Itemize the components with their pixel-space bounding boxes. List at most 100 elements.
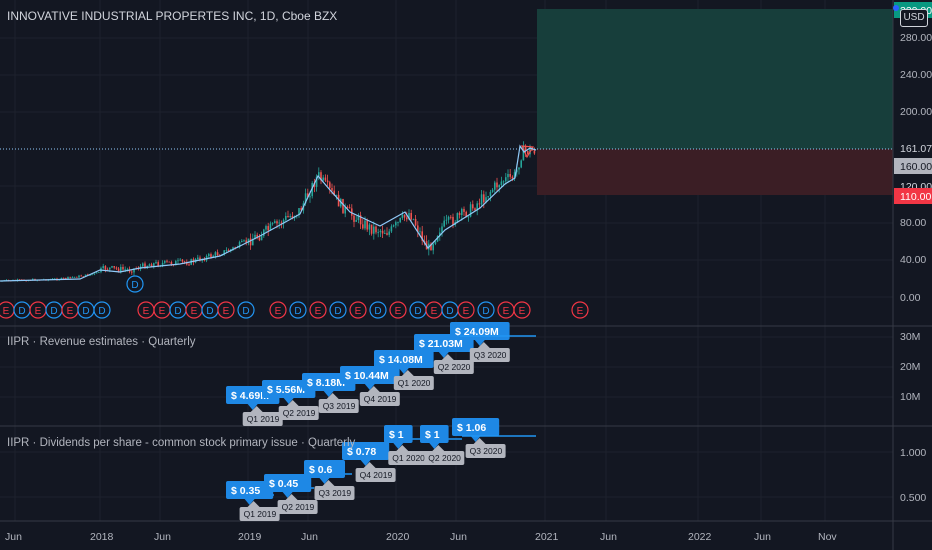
earnings-event-icon[interactable] (309, 301, 327, 319)
estimate-flag-pointer (398, 368, 409, 374)
candle-body (513, 172, 516, 179)
earnings-event-icon[interactable] (457, 301, 475, 319)
candle-body (450, 216, 452, 218)
candle-body (93, 273, 96, 275)
candle-body (366, 220, 368, 230)
candlestick-series (1, 141, 536, 282)
quarter-tag-pointer (322, 480, 335, 486)
candle-body (348, 207, 351, 209)
quarter-tag-pointer (286, 400, 299, 406)
estimate-value: $ 21.03M (419, 338, 463, 350)
estimate-flag[interactable] (452, 418, 500, 436)
candle-body (441, 226, 443, 233)
candle-body (419, 231, 421, 233)
quarter-tag-pointer (473, 438, 486, 444)
quarter-label: Q1 2019 (247, 414, 280, 424)
earnings-event-icon[interactable] (269, 301, 287, 319)
candle-body (443, 220, 445, 227)
candle-body (153, 263, 155, 267)
event-letter: D (242, 306, 249, 317)
estimate-flag-pointer (429, 443, 440, 449)
candle-body (496, 182, 498, 188)
estimate-flag[interactable] (342, 442, 390, 460)
quarter-tag (318, 399, 359, 413)
time-label: Jun (154, 531, 171, 543)
candle-body (522, 145, 525, 161)
event-letter: E (159, 306, 166, 317)
quarter-tag (277, 500, 318, 514)
dividend-axis-label: 0.500 (900, 492, 926, 504)
candle-body (155, 262, 157, 264)
candle-body (329, 182, 331, 188)
candle-body (410, 213, 412, 220)
estimate-flag[interactable] (374, 350, 434, 368)
entry-price-tag-bg (894, 158, 932, 174)
dividend-axis[interactable]: 1.000 0.500 (900, 447, 926, 504)
candle-body (67, 276, 69, 279)
candle-body (500, 181, 503, 186)
earnings-event-icon[interactable] (217, 301, 235, 319)
estimate-flag[interactable] (226, 481, 274, 499)
dividend-event-icon[interactable] (369, 301, 387, 319)
entry-price-tag: 160.00 (900, 161, 932, 173)
candle-body (216, 252, 219, 256)
dividend-event-icon[interactable] (126, 275, 144, 293)
candle-body (106, 269, 109, 271)
time-label: 2021 (535, 531, 559, 543)
price-axis[interactable]: 280.00 240.00 200.00 80.00 40.00 0.00 (900, 32, 932, 304)
candle-body (524, 145, 527, 152)
event-letter: D (98, 306, 105, 317)
candle-body (368, 224, 371, 230)
candle-body (82, 276, 85, 278)
estimate-flag[interactable] (264, 474, 312, 492)
candle-body (60, 277, 63, 280)
time-label: Jun (450, 531, 467, 543)
earnings-event-icon[interactable] (571, 301, 589, 319)
candle-body (463, 208, 465, 212)
estimate-flag[interactable] (304, 460, 345, 478)
earnings-event-icon[interactable] (513, 301, 531, 319)
quarter-label: Q4 2019 (364, 394, 397, 404)
event-letter: E (143, 306, 150, 317)
earnings-event-icon[interactable] (349, 301, 367, 319)
time-axis[interactable]: Jun 2018 Jun 2019 Jun 2020 Jun 2021 Jun 2022 Jun No… (5, 531, 837, 543)
candle-body (320, 172, 322, 181)
revenue-axis[interactable]: 30M 20M 10M (900, 331, 920, 403)
earnings-event-icon[interactable] (389, 301, 407, 319)
estimate-flag[interactable] (340, 366, 400, 384)
currency-button[interactable]: USD (900, 9, 928, 27)
candle-body (423, 240, 426, 242)
dividend-event-icon[interactable] (289, 301, 307, 319)
event-letter: E (191, 306, 198, 317)
estimate-value: $ 0.78 (347, 446, 376, 458)
time-label: 2019 (238, 531, 262, 543)
estimate-flag-pointer (283, 398, 294, 404)
candle-body (243, 240, 245, 242)
candle-body (309, 196, 311, 198)
estimate-flag-pointer (393, 443, 404, 449)
candle-body (289, 216, 291, 218)
candle-body (304, 193, 307, 204)
price-label: 280.00 (900, 32, 932, 44)
dividend-event-icon[interactable] (329, 301, 347, 319)
quarter-label: Q2 2020 (438, 362, 471, 372)
candle-body (346, 206, 349, 208)
event-letter: E (67, 306, 74, 317)
estimate-value: $ 8.18M (307, 377, 345, 389)
quarter-label: Q1 2020 (398, 378, 431, 388)
candle-body (487, 196, 489, 198)
candle-body (80, 275, 82, 277)
estimate-value: $ 1 (389, 429, 404, 441)
candle-body (122, 266, 124, 270)
candle-body (157, 262, 159, 267)
estimate-flag[interactable] (384, 425, 413, 443)
candle-body (478, 203, 481, 205)
estimate-flag[interactable] (420, 425, 449, 443)
candle-body (485, 197, 487, 203)
time-label: Jun (600, 531, 617, 543)
dividend-event-icon[interactable] (477, 301, 495, 319)
dividend-event-icon[interactable] (93, 301, 111, 319)
dividend-event-icon[interactable] (237, 301, 255, 319)
event-markers[interactable]: E D E D E D D E E D E D E D E D E D E D E D E D E D E E ED (0, 275, 589, 319)
